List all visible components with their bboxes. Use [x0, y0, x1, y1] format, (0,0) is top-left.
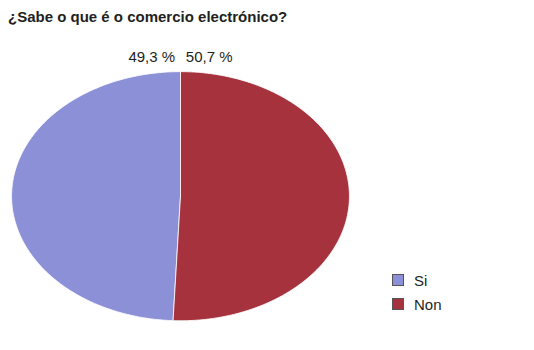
html-text:Si: Si [414, 271, 428, 289]
svg-text:49,3 %: 49,3 % [128, 47, 175, 64]
svg-text:50,7 %: 50,7 % [186, 47, 233, 64]
html-text:¿Sabe o que é o comercio elect: ¿Sabe o que é o comercio electrónico? [8, 8, 288, 25]
html-text:Non: Non [414, 295, 442, 313]
